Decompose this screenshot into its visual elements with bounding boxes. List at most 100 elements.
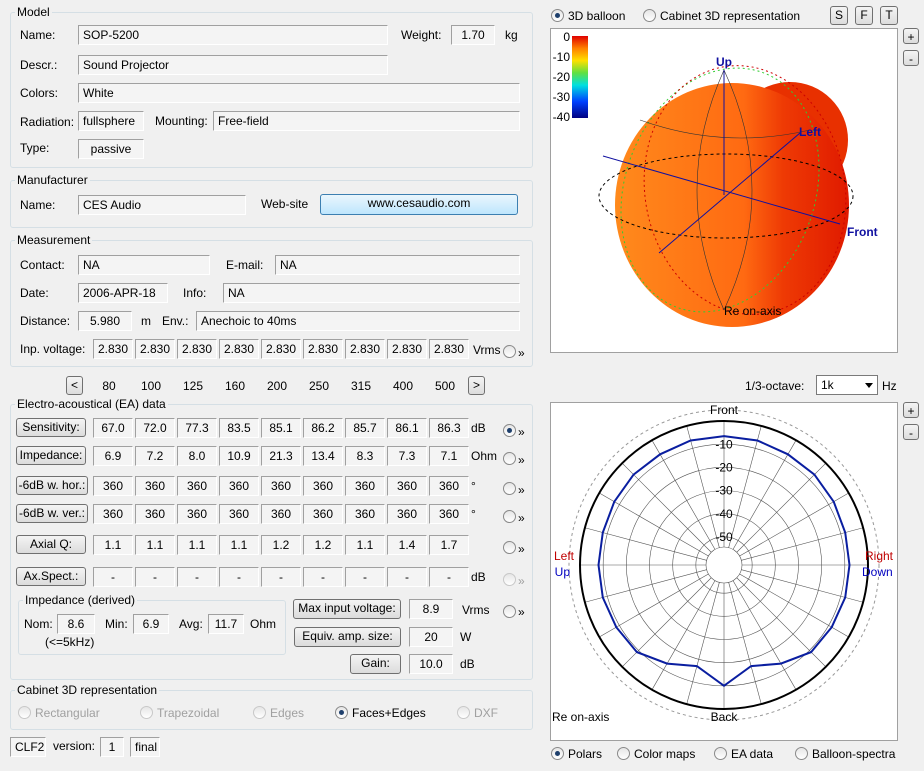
value-box: 1.1 bbox=[345, 535, 385, 555]
radio-circle[interactable] bbox=[503, 510, 516, 523]
radio-circle[interactable] bbox=[551, 747, 564, 760]
field: 11.7 bbox=[208, 614, 244, 634]
radio-circle[interactable] bbox=[617, 747, 630, 760]
zoom-out[interactable]: - bbox=[903, 424, 919, 440]
label: Contact: bbox=[20, 258, 65, 272]
value-box: 2.830 bbox=[261, 339, 301, 359]
value-box: 1.1 bbox=[177, 535, 217, 555]
unit: Hz bbox=[882, 379, 897, 393]
value-box: - bbox=[177, 567, 217, 587]
frequency: 400 bbox=[383, 379, 423, 393]
next-button[interactable]: > bbox=[468, 376, 485, 395]
band-select[interactable]: 1k bbox=[816, 375, 878, 395]
view-button[interactable]: F bbox=[855, 6, 873, 25]
colorbar-tick: -30 bbox=[553, 90, 571, 104]
radio-circle[interactable] bbox=[643, 9, 656, 22]
value-box: 2.830 bbox=[303, 339, 343, 359]
zoom-in[interactable]: + bbox=[903, 402, 919, 418]
plot-tab[interactable]: EA data bbox=[714, 747, 773, 761]
dropdown-arrow[interactable] bbox=[865, 383, 873, 388]
field: 10.0 bbox=[409, 654, 453, 674]
label: Web-site bbox=[261, 197, 308, 211]
radio-circle[interactable] bbox=[503, 345, 516, 358]
max-voltage-button[interactable]: Max input voltage: bbox=[293, 599, 401, 619]
row-button[interactable]: -6dB w. hor.: bbox=[16, 476, 88, 495]
plot-tab[interactable]: Polars bbox=[551, 747, 602, 761]
value-box: 8.3 bbox=[345, 446, 385, 466]
radio-circle[interactable] bbox=[551, 9, 564, 22]
value-box: 86.2 bbox=[303, 418, 343, 438]
zoom-in[interactable]: + bbox=[903, 28, 919, 44]
radio-circle bbox=[140, 706, 153, 719]
value-box: 360 bbox=[177, 504, 217, 524]
radio-circle bbox=[18, 706, 31, 719]
row-button[interactable]: Ax.Spect.: bbox=[16, 567, 86, 586]
unit: Vrms bbox=[462, 603, 490, 617]
measurement-group-title: Measurement bbox=[15, 233, 92, 247]
amp-size-button[interactable]: Equiv. amp. size: bbox=[294, 627, 401, 647]
value-box: 360 bbox=[93, 504, 133, 524]
label: Distance: bbox=[20, 314, 70, 328]
frequency: 200 bbox=[257, 379, 297, 393]
radio-circle[interactable] bbox=[503, 482, 516, 495]
ea-group-title: Electro-acoustical (EA) data bbox=[15, 397, 168, 411]
value-box: 1.7 bbox=[429, 535, 469, 555]
radio-circle bbox=[457, 706, 470, 719]
view-tab[interactable]: 3D balloon bbox=[551, 9, 625, 23]
value-box: 1.1 bbox=[93, 535, 133, 555]
value-box: 21.3 bbox=[261, 446, 301, 466]
radio-circle[interactable] bbox=[795, 747, 808, 760]
polar-right: Right bbox=[865, 549, 894, 563]
radio-label: DXF bbox=[474, 706, 498, 720]
value-box: 1.4 bbox=[387, 535, 427, 555]
radio-label: Rectangular bbox=[35, 706, 100, 720]
radio-circle[interactable] bbox=[503, 541, 516, 554]
radio-label: Color maps bbox=[634, 747, 695, 761]
radio-circle[interactable] bbox=[503, 424, 516, 437]
label: Avg: bbox=[179, 617, 203, 631]
label: Name: bbox=[20, 198, 55, 212]
radio-circle[interactable] bbox=[503, 452, 516, 465]
field: 8.6 bbox=[57, 614, 95, 634]
frequency: 100 bbox=[131, 379, 171, 393]
unit: kg bbox=[505, 28, 518, 42]
gain-button[interactable]: Gain: bbox=[350, 654, 401, 674]
expand: » bbox=[518, 425, 525, 439]
value-box: 1.2 bbox=[261, 535, 301, 555]
field: NA bbox=[275, 255, 520, 275]
expand: » bbox=[518, 542, 525, 556]
plot-tab[interactable]: Balloon-spectra bbox=[795, 747, 895, 761]
value-box: 360 bbox=[135, 504, 175, 524]
radio-circle[interactable] bbox=[714, 747, 727, 760]
view-tab[interactable]: Cabinet 3D representation bbox=[643, 9, 800, 23]
unit: dB bbox=[460, 657, 475, 671]
zoom-out[interactable]: - bbox=[903, 50, 919, 66]
label: Env.: bbox=[162, 314, 188, 328]
value-box: 2.830 bbox=[387, 339, 427, 359]
radio-circle[interactable] bbox=[335, 706, 348, 719]
value-box: - bbox=[93, 567, 133, 587]
website-button[interactable]: www.cesaudio.com bbox=[320, 194, 518, 215]
view-button[interactable]: T bbox=[880, 6, 898, 25]
row-button[interactable]: Sensitivity: bbox=[16, 418, 86, 437]
value-box: 7.2 bbox=[135, 446, 175, 466]
cabinet-option[interactable]: Faces+Edges bbox=[335, 706, 426, 720]
value-box: - bbox=[261, 567, 301, 587]
radio-circle[interactable] bbox=[503, 605, 516, 618]
view-button[interactable]: S bbox=[830, 6, 848, 25]
label: Type: bbox=[20, 141, 49, 155]
row-button[interactable]: Axial Q: bbox=[16, 535, 86, 554]
prev-button[interactable]: < bbox=[66, 376, 83, 395]
label: Info: bbox=[183, 286, 206, 300]
value-box: - bbox=[345, 567, 385, 587]
label: Colors: bbox=[20, 86, 58, 100]
plot-tab[interactable]: Color maps bbox=[617, 747, 695, 761]
field: Free-field bbox=[213, 111, 520, 131]
field: White bbox=[78, 83, 520, 103]
row-button[interactable]: -6dB w. ver.: bbox=[16, 504, 88, 523]
value-box: 360 bbox=[135, 476, 175, 496]
up-label: Up bbox=[716, 55, 732, 69]
value-box: 360 bbox=[387, 504, 427, 524]
row-button[interactable]: Impedance: bbox=[16, 446, 86, 465]
label: Nom: bbox=[24, 617, 53, 631]
